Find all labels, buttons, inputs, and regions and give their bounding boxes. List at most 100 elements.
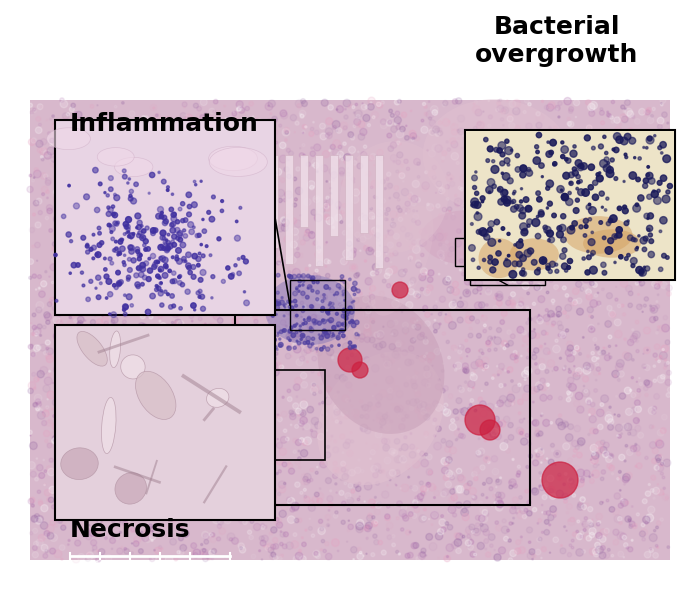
Circle shape: [660, 518, 664, 521]
Circle shape: [97, 372, 104, 378]
Circle shape: [217, 187, 221, 192]
Circle shape: [139, 330, 144, 336]
Circle shape: [548, 211, 550, 212]
Circle shape: [131, 552, 134, 554]
Circle shape: [57, 167, 64, 173]
Circle shape: [162, 443, 168, 449]
Circle shape: [592, 225, 595, 227]
Circle shape: [484, 538, 489, 543]
Circle shape: [579, 225, 583, 229]
Circle shape: [564, 526, 566, 528]
Circle shape: [372, 264, 379, 271]
Circle shape: [158, 401, 162, 405]
Circle shape: [567, 117, 570, 121]
Circle shape: [116, 444, 119, 447]
Circle shape: [592, 146, 595, 150]
Circle shape: [262, 202, 267, 207]
Bar: [56, 121, 274, 314]
Circle shape: [295, 187, 303, 195]
Circle shape: [475, 191, 479, 195]
Circle shape: [507, 100, 508, 102]
Circle shape: [558, 325, 564, 330]
Circle shape: [115, 190, 122, 196]
Circle shape: [67, 246, 73, 251]
Circle shape: [73, 347, 78, 353]
Circle shape: [157, 144, 158, 146]
Circle shape: [580, 502, 582, 505]
Circle shape: [165, 441, 171, 446]
Circle shape: [505, 250, 512, 256]
Circle shape: [621, 246, 626, 252]
Circle shape: [148, 161, 149, 162]
Circle shape: [534, 386, 540, 392]
Circle shape: [65, 288, 69, 293]
Circle shape: [340, 421, 342, 424]
Circle shape: [601, 223, 608, 229]
Circle shape: [251, 334, 256, 340]
Circle shape: [163, 410, 171, 418]
Circle shape: [191, 503, 195, 506]
Circle shape: [244, 181, 246, 182]
Circle shape: [228, 173, 235, 181]
Circle shape: [587, 306, 594, 313]
Circle shape: [624, 460, 626, 462]
Circle shape: [512, 505, 516, 509]
Circle shape: [123, 230, 127, 234]
Circle shape: [663, 193, 665, 194]
Circle shape: [582, 268, 584, 270]
Circle shape: [299, 110, 306, 117]
Circle shape: [664, 367, 666, 369]
Circle shape: [102, 218, 104, 220]
Circle shape: [629, 521, 635, 527]
Circle shape: [444, 446, 451, 452]
Circle shape: [38, 211, 43, 215]
Circle shape: [352, 346, 356, 349]
Circle shape: [239, 107, 245, 114]
Circle shape: [74, 127, 77, 130]
Circle shape: [123, 221, 129, 227]
Circle shape: [144, 187, 146, 189]
Circle shape: [144, 146, 149, 151]
Circle shape: [139, 403, 145, 410]
Circle shape: [111, 366, 116, 371]
Circle shape: [84, 502, 89, 506]
Circle shape: [472, 471, 477, 477]
Circle shape: [648, 484, 650, 486]
Circle shape: [52, 415, 55, 418]
Circle shape: [104, 274, 109, 279]
Circle shape: [153, 228, 158, 233]
Circle shape: [247, 358, 251, 362]
Circle shape: [572, 440, 578, 447]
Circle shape: [594, 542, 601, 548]
Circle shape: [387, 230, 389, 232]
Circle shape: [218, 422, 220, 424]
Circle shape: [40, 173, 47, 179]
Bar: [455, 238, 490, 266]
Circle shape: [114, 286, 118, 290]
Circle shape: [455, 195, 457, 196]
Circle shape: [169, 410, 172, 413]
Circle shape: [90, 199, 92, 201]
Circle shape: [351, 323, 356, 328]
Circle shape: [360, 415, 363, 418]
Circle shape: [115, 502, 118, 505]
Circle shape: [244, 140, 246, 143]
Circle shape: [561, 544, 562, 546]
Circle shape: [513, 484, 517, 488]
Circle shape: [156, 436, 164, 444]
Circle shape: [533, 157, 540, 164]
Circle shape: [158, 371, 159, 372]
Circle shape: [343, 350, 350, 358]
Circle shape: [516, 142, 518, 144]
Circle shape: [471, 201, 478, 208]
Circle shape: [171, 393, 178, 400]
Circle shape: [479, 349, 483, 353]
Circle shape: [107, 450, 112, 455]
Circle shape: [124, 344, 126, 346]
Circle shape: [181, 499, 188, 506]
Circle shape: [302, 124, 307, 129]
Circle shape: [62, 143, 66, 148]
Circle shape: [421, 126, 428, 133]
Circle shape: [263, 225, 267, 229]
Circle shape: [349, 389, 353, 392]
